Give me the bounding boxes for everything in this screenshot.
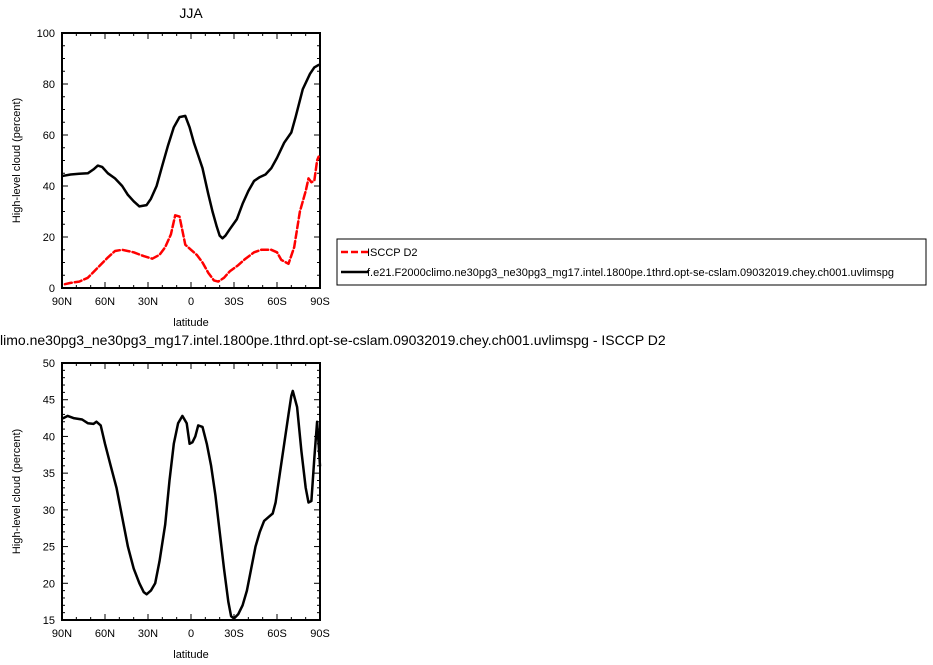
y-tick-label: 0: [49, 283, 55, 295]
model-line: [62, 63, 320, 240]
x-tick-label: 60S: [267, 296, 287, 308]
bottom-chart-x-axis-label: latitude: [173, 649, 208, 661]
top-chart-x-axis-label: latitude: [173, 317, 208, 329]
y-tick-label: 40: [43, 181, 55, 193]
x-tick-label: 90N: [52, 296, 72, 308]
x-tick-label: 60N: [95, 296, 115, 308]
y-tick-label: 20: [43, 578, 55, 590]
bottom-chart-plot-area: [61, 362, 321, 621]
bottom-chart-title: f.e21.F2000climo.ne30pg3_ne30pg3_mg17.in…: [0, 332, 666, 348]
y-tick-label: 40: [43, 431, 55, 443]
legend: ISCCP D2 f.e21.F2000climo.ne30pg3_ne30pg…: [336, 238, 927, 286]
top-chart-series-lines: [62, 63, 320, 286]
bottom-chart-y-axis-label: High-level cloud (percent): [11, 429, 23, 554]
x-tick-label: 0: [188, 628, 194, 640]
x-tick-label: 30S: [224, 628, 244, 640]
bottom-chart-ticks: 90N 60N 30N 0 30S 60S 90S 15 20 25 30 35 40 45 50: [43, 358, 330, 640]
x-tick-label: 30S: [224, 296, 244, 308]
legend-label-isccp: ISCCP D2: [367, 247, 418, 259]
legend-box: [336, 238, 927, 286]
x-tick-label: 60S: [267, 628, 287, 640]
legend-label-model: f.e21.F2000climo.ne30pg3_ne30pg3_mg17.in…: [367, 267, 894, 279]
top-chart-title: JJA: [179, 5, 203, 21]
y-tick-label: 60: [43, 130, 55, 142]
top-chart-y-axis-label: High-level cloud (percent): [11, 98, 23, 223]
x-tick-label: 90S: [310, 628, 330, 640]
y-tick-label: 30: [43, 505, 55, 517]
y-tick-label: 20: [43, 232, 55, 244]
x-tick-label: 90N: [52, 628, 72, 640]
y-tick-label: 50: [43, 358, 55, 370]
y-tick-label: 80: [43, 79, 55, 91]
y-tick-label: 25: [43, 542, 55, 554]
bottom-chart-series-lines: [62, 389, 322, 620]
x-tick-label: 60N: [95, 628, 115, 640]
y-tick-label: 15: [43, 615, 55, 627]
bottom-chart-panel: 90N 60N 30N 0 30S 60S 90S 15 20 25 30 35 40 45 50 f.e2…: [0, 332, 666, 661]
y-tick-label: 45: [43, 395, 55, 407]
top-chart-ticks: 90N 60N 30N 0 30S 60S 90S 0 20 40 60 80 100: [37, 28, 330, 308]
model-line: [62, 389, 322, 620]
top-chart-plot-area: [61, 32, 321, 289]
y-tick-label: 35: [43, 468, 55, 480]
x-tick-label: 30N: [138, 628, 158, 640]
x-tick-label: 30N: [138, 296, 158, 308]
isccp-line: [63, 155, 320, 286]
x-tick-label: 0: [188, 296, 194, 308]
y-tick-label: 100: [37, 28, 55, 40]
top-chart-panel: 90N 60N 30N 0 30S 60S 90S 0 20 40 60 80 100 JJA lati…: [11, 5, 330, 329]
x-tick-label: 90S: [310, 296, 330, 308]
